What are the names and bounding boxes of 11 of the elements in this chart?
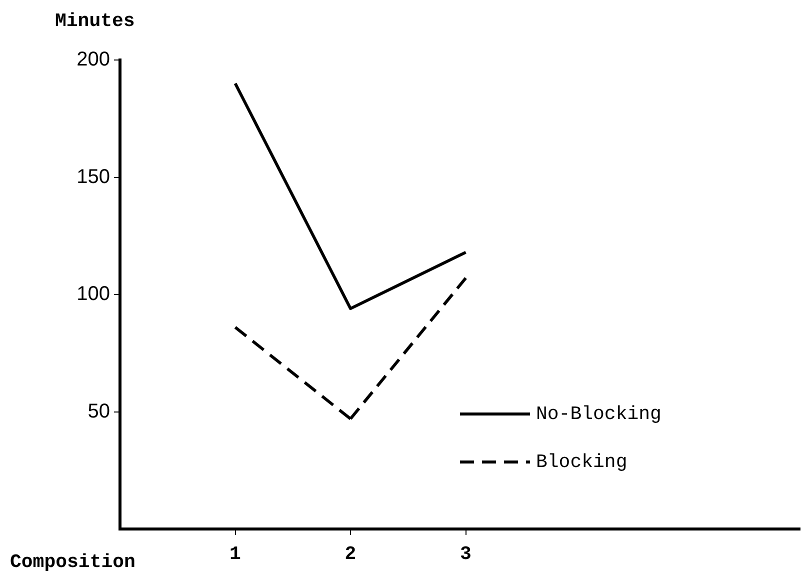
y-tick-label: 50 [88,400,110,422]
y-axis-title: Minutes [55,10,135,32]
x-tick-label: 3 [460,543,472,566]
legend-label: Blocking [536,451,628,474]
x-axis-title: Composition [10,551,136,573]
x-tick-label: 1 [230,543,241,566]
y-tick-label: 150 [76,166,110,188]
x-tick-label: 2 [344,543,356,566]
y-tick-label: 100 [76,283,110,306]
legend-label: No-Blocking [536,403,662,426]
y-tick-label: 200 [76,48,110,71]
